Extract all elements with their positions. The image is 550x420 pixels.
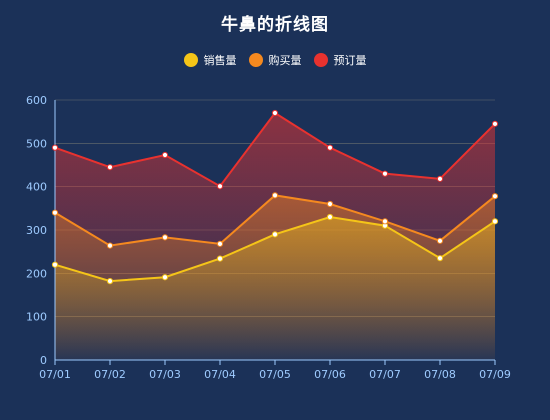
- legend-marker-purchase: [248, 53, 263, 67]
- chart-legend: 销售量 购买量 预订量: [0, 52, 550, 68]
- legend-item-booking[interactable]: 预订量: [313, 52, 367, 68]
- data-point-series-2: [106, 164, 114, 171]
- data-point-series-1: [326, 200, 334, 208]
- data-point-series-0: [326, 213, 334, 221]
- data-point-series-2: [326, 144, 334, 151]
- y-tick-label: 300: [26, 224, 47, 237]
- data-point-series-0: [436, 255, 444, 262]
- data-point-series-0: [271, 231, 279, 238]
- x-tick-label: 07/04: [204, 368, 236, 381]
- x-tick-label: 07/09: [479, 368, 511, 381]
- chart-title: 牛鼻的折线图: [221, 15, 329, 35]
- data-point-series-1: [161, 234, 169, 241]
- data-point-series-1: [106, 242, 114, 249]
- legend-marker-sales: [183, 53, 198, 67]
- y-tick-label: 400: [26, 181, 47, 194]
- x-tick-label: 07/03: [149, 368, 181, 381]
- x-tick-label: 07/06: [314, 368, 346, 381]
- area-fill-series-0: [55, 217, 495, 360]
- x-tick-label: 07/01: [39, 368, 71, 381]
- data-point-series-2: [381, 170, 389, 177]
- data-point-series-1: [491, 193, 499, 200]
- data-point-series-0: [491, 218, 499, 225]
- x-tick-label: 07/02: [94, 368, 126, 381]
- data-point-series-2: [216, 183, 224, 190]
- y-tick-label: 0: [40, 354, 47, 367]
- y-tick-label: 100: [26, 311, 47, 324]
- data-point-series-1: [436, 237, 444, 244]
- legend-label-sales: 销售量: [203, 54, 237, 67]
- data-point-series-2: [491, 120, 499, 127]
- data-point-series-1: [51, 209, 59, 216]
- data-point-series-2: [161, 151, 169, 159]
- y-tick-label: 200: [26, 267, 47, 280]
- data-point-series-0: [106, 278, 114, 285]
- legend-label-purchase: 购买量: [268, 54, 302, 67]
- x-tick-label: 07/05: [259, 368, 291, 381]
- y-tick-label: 600: [26, 94, 47, 107]
- data-point-series-0: [51, 261, 59, 268]
- x-tick-label: 07/08: [424, 368, 456, 381]
- data-point-series-1: [216, 240, 224, 247]
- y-tick-label: 500: [26, 137, 47, 150]
- data-point-series-1: [381, 218, 389, 225]
- x-tick-label: 07/07: [369, 368, 401, 381]
- data-point-series-2: [271, 109, 279, 117]
- data-point-series-0: [216, 255, 224, 262]
- legend-item-sales[interactable]: 销售量: [183, 52, 237, 68]
- data-point-series-1: [271, 192, 279, 199]
- legend-item-purchase[interactable]: 购买量: [248, 52, 302, 68]
- data-point-series-0: [161, 274, 169, 281]
- data-point-series-2: [436, 175, 444, 182]
- legend-label-booking: 预订量: [333, 54, 367, 67]
- data-point-series-2: [51, 144, 59, 151]
- legend-marker-booking: [313, 53, 328, 67]
